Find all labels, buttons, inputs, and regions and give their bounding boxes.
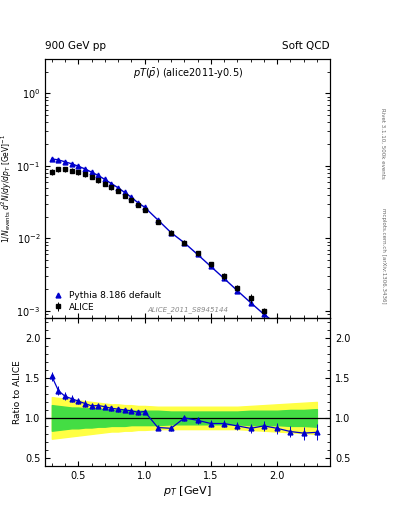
Pythia 8.186 default xyxy=(182,240,187,246)
Pythia 8.186 default xyxy=(116,185,120,191)
Text: Rivet 3.1.10, 500k events: Rivet 3.1.10, 500k events xyxy=(381,108,386,179)
X-axis label: $p_{T}$ [GeV]: $p_{T}$ [GeV] xyxy=(163,483,212,498)
Pythia 8.186 default xyxy=(50,156,54,162)
Y-axis label: Ratio to ALICE: Ratio to ALICE xyxy=(13,360,22,424)
Pythia 8.186 default xyxy=(248,300,253,306)
Legend: Pythia 8.186 default, ALICE: Pythia 8.186 default, ALICE xyxy=(50,289,162,313)
Y-axis label: $1/N_{\rm events}\;d^{2}N/dy/dp_{T}\;[{\rm GeV}]^{-1}$: $1/N_{\rm events}\;d^{2}N/dy/dp_{T}\;[{\… xyxy=(0,134,14,243)
Line: Pythia 8.186 default: Pythia 8.186 default xyxy=(50,157,319,359)
Text: ALICE_2011_S8945144: ALICE_2011_S8945144 xyxy=(147,306,228,313)
Pythia 8.186 default xyxy=(222,275,226,282)
Pythia 8.186 default xyxy=(275,322,279,328)
Pythia 8.186 default xyxy=(142,204,147,210)
Pythia 8.186 default xyxy=(169,229,173,236)
Pythia 8.186 default xyxy=(89,169,94,175)
Pythia 8.186 default xyxy=(209,263,213,269)
Text: Soft QCD: Soft QCD xyxy=(283,41,330,51)
Text: 900 GeV pp: 900 GeV pp xyxy=(45,41,106,51)
Pythia 8.186 default xyxy=(56,157,61,163)
Pythia 8.186 default xyxy=(136,200,140,206)
Pythia 8.186 default xyxy=(69,161,74,167)
Pythia 8.186 default xyxy=(103,177,107,183)
Pythia 8.186 default xyxy=(195,251,200,258)
Pythia 8.186 default xyxy=(288,331,293,337)
Pythia 8.186 default xyxy=(76,163,81,169)
Pythia 8.186 default xyxy=(301,342,306,348)
Pythia 8.186 default xyxy=(63,159,68,165)
Pythia 8.186 default xyxy=(96,173,101,179)
Pythia 8.186 default xyxy=(83,166,87,172)
Text: mcplots.cern.ch [arXiv:1306.3436]: mcplots.cern.ch [arXiv:1306.3436] xyxy=(381,208,386,304)
Pythia 8.186 default xyxy=(122,189,127,196)
Pythia 8.186 default xyxy=(156,217,160,223)
Pythia 8.186 default xyxy=(314,354,319,360)
Pythia 8.186 default xyxy=(129,194,134,200)
Text: $pT(\bar{p})$ (alice2011-y0.5): $pT(\bar{p})$ (alice2011-y0.5) xyxy=(132,67,243,81)
Pythia 8.186 default xyxy=(109,181,114,187)
Pythia 8.186 default xyxy=(235,288,240,294)
Pythia 8.186 default xyxy=(261,311,266,317)
